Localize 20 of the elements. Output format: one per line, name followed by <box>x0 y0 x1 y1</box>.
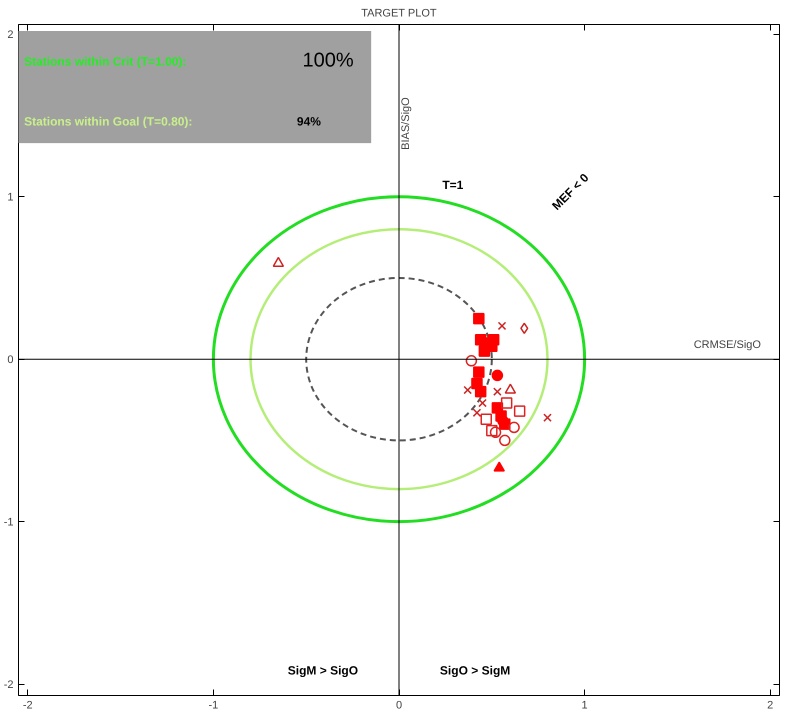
y-tick-label: -1 <box>4 516 14 529</box>
y-tick-label: -2 <box>4 679 14 692</box>
y-tick-label: 2 <box>7 29 14 42</box>
y-axis-title: BIAS/SigO <box>400 96 412 150</box>
annotation: T=1 <box>442 178 464 192</box>
x-tick-label: 0 <box>396 700 402 711</box>
y-tick-label: 1 <box>7 192 14 204</box>
y-tick-label: 0 <box>7 354 14 366</box>
annotation: 100% <box>302 50 354 72</box>
annotation: 94% <box>296 114 322 128</box>
x-tick-label: 1 <box>582 700 588 711</box>
annotation: Stations within Goal (T=0.80): <box>24 114 192 128</box>
x-tick-label: 2 <box>767 700 774 711</box>
chart-title: TARGET PLOT <box>361 8 437 20</box>
annotation: Stations within Crit (T=1.00): <box>24 54 186 68</box>
annotation: SigO > SigM <box>440 664 510 678</box>
annotation: SigM > SigO <box>288 664 358 678</box>
x-tick-label: -1 <box>208 700 218 711</box>
x-axis-title: CRMSE/SigO <box>694 339 762 352</box>
x-tick-label: -2 <box>22 700 33 711</box>
